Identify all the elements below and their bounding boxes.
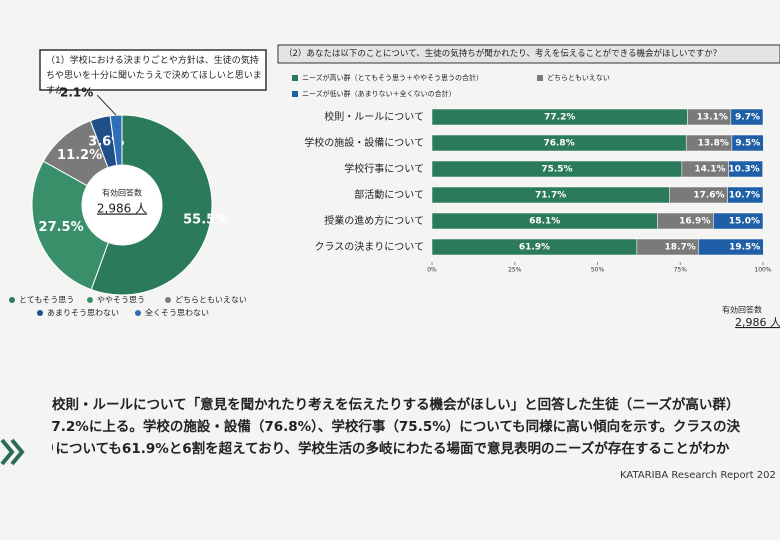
value-label: 10.3% bbox=[728, 165, 759, 175]
value-label: 10.7% bbox=[729, 191, 760, 201]
bar-segment bbox=[713, 212, 764, 230]
x-tick-label: 25% bbox=[508, 267, 522, 274]
pie-slice bbox=[90, 114, 213, 296]
summary-line: 校則・ルールについて「意見を聞かれたり考えを伝えたりする機会がほしい」と回答した… bbox=[52, 397, 740, 413]
bar-segment bbox=[730, 108, 764, 126]
value-label: 68.1% bbox=[529, 217, 560, 227]
category-label: 学校行事について bbox=[344, 162, 424, 175]
value-label: 61.9% bbox=[519, 243, 550, 253]
note-label: 有効回答数 bbox=[722, 305, 762, 315]
x-tick-label: 0% bbox=[427, 267, 437, 274]
category-label: 学校の施設・設備について bbox=[304, 136, 424, 149]
x-tick-label: 100% bbox=[754, 267, 771, 274]
category-label: 授業の進め方について bbox=[324, 214, 424, 227]
value-label: 76.8% bbox=[543, 139, 574, 149]
slice-label: 55.5% bbox=[183, 212, 228, 227]
slice-label: 2.1% bbox=[60, 86, 93, 100]
value-label: 13.8% bbox=[698, 139, 729, 149]
legend-label: どちらともいえない bbox=[547, 74, 610, 82]
bar-title: （2）あなたは以下のことについて、生徒の気持ちが聞かれたり、考えを伝えることがで… bbox=[284, 49, 722, 59]
value-label: 9.5% bbox=[735, 139, 760, 149]
bar-segment bbox=[731, 134, 764, 152]
value-label: 77.2% bbox=[544, 113, 575, 123]
pie-slice bbox=[109, 114, 123, 166]
legend-label: ニーズが高い群（とてもそう思う＋ややそう思うの合計） bbox=[302, 73, 483, 82]
legend-marker bbox=[537, 75, 543, 81]
donut-hole bbox=[83, 166, 161, 244]
legend-label: 全くそう思わない bbox=[145, 308, 209, 318]
category-label: クラスの決まりについて bbox=[315, 241, 425, 253]
summary-line: りについても61.9%と6割を超えており、学校生活の多岐にわたる場面で意見表明の… bbox=[52, 441, 730, 457]
center-label: 有効回答数 bbox=[102, 188, 142, 198]
legend-marker bbox=[87, 297, 93, 303]
value-label: 18.7% bbox=[665, 243, 696, 253]
slice-label: 11.2% bbox=[57, 148, 102, 163]
x-tick-label: 50% bbox=[591, 267, 605, 274]
legend-marker bbox=[135, 310, 141, 316]
bar-segment bbox=[728, 160, 763, 178]
category-label: 部活動について bbox=[354, 188, 424, 201]
title-box bbox=[277, 44, 780, 64]
legend-label: どちらともいえない bbox=[175, 296, 247, 305]
value-label: 75.5% bbox=[541, 165, 572, 175]
value-label: 17.6% bbox=[693, 191, 724, 201]
value-label: 71.7% bbox=[535, 191, 566, 201]
legend-label: ニーズが低い群（あまりない＋全くないの合計） bbox=[302, 89, 456, 98]
value-label: 9.7% bbox=[735, 113, 760, 123]
title-box bbox=[39, 49, 267, 91]
summary: 校則・ルールについて「意見を聞かれたり考えを伝えたりする機会がほしい」と回答した… bbox=[52, 394, 780, 460]
legend-marker bbox=[37, 310, 43, 316]
legend-marker bbox=[165, 297, 171, 303]
legend-marker bbox=[292, 91, 298, 97]
pie-title: （1）学校における決まりごとや方針は、生徒の気持ちや思いを十分に聞いたうえで決め… bbox=[46, 56, 262, 96]
center-value: 2,986 人 bbox=[97, 202, 147, 216]
legend-label: あまりそう思わない bbox=[47, 309, 119, 318]
value-label: 13.1% bbox=[697, 113, 728, 123]
pie-slice bbox=[31, 160, 109, 291]
value-label: 19.5% bbox=[729, 243, 760, 253]
note-value: 2,986 人 bbox=[735, 316, 780, 329]
value-label: 16.9% bbox=[679, 217, 710, 227]
chevron-icon bbox=[0, 438, 25, 466]
footer: KATARIBA Research Report 202 bbox=[620, 470, 776, 481]
category-label: 校則・ルールについて bbox=[324, 110, 424, 123]
bar-segment bbox=[698, 238, 764, 256]
leader-line bbox=[96, 94, 117, 116]
x-tick-label: 75% bbox=[674, 267, 688, 274]
legend-label: とてもそう思う bbox=[19, 296, 74, 305]
bar-segment bbox=[727, 186, 764, 204]
value-label: 15.0% bbox=[729, 217, 760, 227]
legend-label: ややそう思う bbox=[97, 296, 145, 305]
slice-label: 27.5% bbox=[39, 220, 84, 235]
legend-marker bbox=[292, 75, 298, 81]
legend-marker bbox=[9, 297, 15, 303]
value-label: 14.1% bbox=[694, 165, 725, 175]
summary-line: 77.2%に上る。学校の施設・設備（76.8%）、学校行事（75.5%）について… bbox=[52, 419, 741, 435]
